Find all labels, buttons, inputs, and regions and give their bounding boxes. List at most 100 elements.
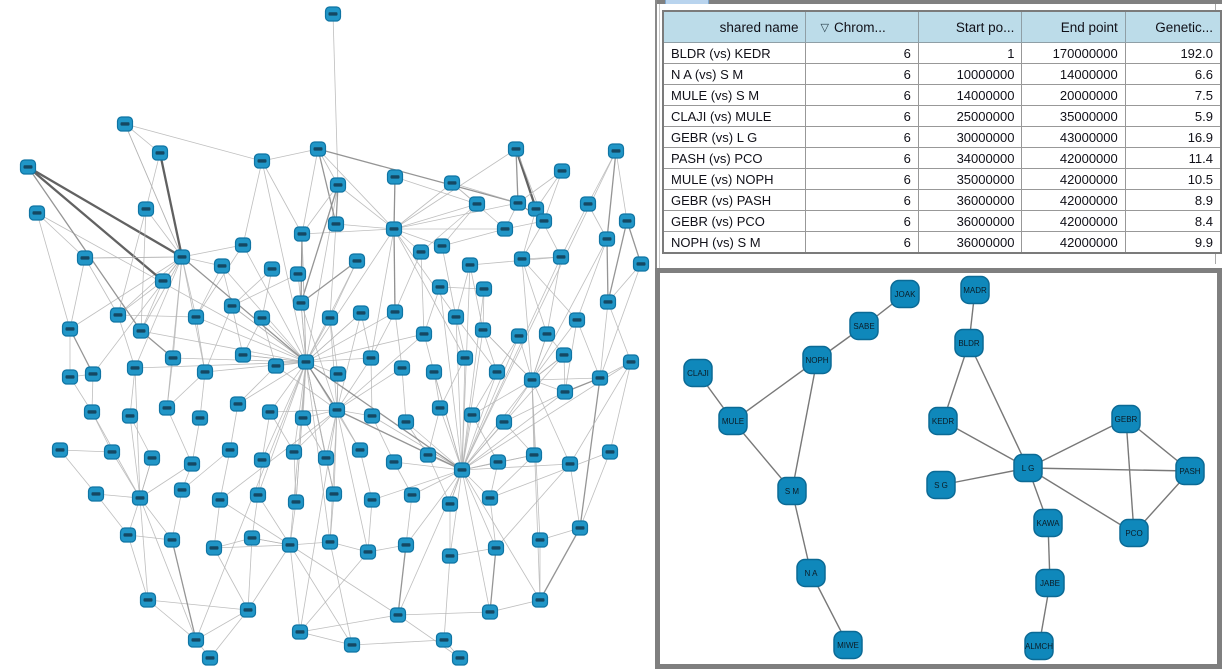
network-edge[interactable]	[1027, 467, 1135, 534]
table-cell[interactable]: 36000000	[917, 189, 1023, 211]
table-cell[interactable]: GEBR (vs) L G	[662, 126, 807, 148]
network-node-almch[interactable]: ALMCH	[1024, 631, 1054, 661]
table-row[interactable]: PASH (vs) PCO 6 34000000 42000000 11.4	[662, 147, 1222, 169]
table-cell[interactable]: 6	[805, 168, 919, 190]
table-row[interactable]: NOPH (vs) S M 6 36000000 42000000 9.9	[662, 231, 1222, 254]
table-cell[interactable]: 9.9	[1124, 231, 1222, 254]
table-cell[interactable]: PASH (vs) PCO	[662, 147, 807, 169]
column-header-chrom---[interactable]: ▽ Chrom...	[805, 10, 919, 43]
table-cell[interactable]: 192.0	[1124, 42, 1222, 64]
network-node-claji[interactable]: CLAJI	[683, 358, 713, 388]
table-cell[interactable]: 6	[805, 84, 919, 106]
column-header-start-po---[interactable]: Start po...	[917, 10, 1023, 43]
table-cell[interactable]: 42000000	[1021, 147, 1126, 169]
network-node-joak[interactable]: JOAK	[890, 279, 920, 309]
table-row[interactable]: GEBR (vs) PASH 6 36000000 42000000 8.9	[662, 189, 1222, 211]
main-network-canvas[interactable]	[0, 0, 655, 669]
network-edge	[370, 357, 373, 417]
network-node-pco[interactable]: PCO	[1119, 518, 1149, 548]
network-node-mule[interactable]: MULE	[718, 406, 748, 436]
table-cell[interactable]: 25000000	[917, 105, 1023, 127]
filtered-network-canvas[interactable]: JOAK MADR SABE BLDR NOPH CLAJI KEDR GEBR MULE L G…	[660, 273, 1217, 664]
column-header-shared-name[interactable]: shared name	[662, 10, 807, 43]
table-cell[interactable]: 1	[917, 42, 1023, 64]
table-cell[interactable]: 8.9	[1124, 189, 1222, 211]
column-header-end-point[interactable]: End point	[1021, 10, 1126, 43]
network-node-jabe[interactable]: JABE	[1035, 568, 1065, 598]
table-cell[interactable]: 6	[805, 63, 919, 85]
table-cell[interactable]: 6	[805, 231, 919, 254]
table-cell[interactable]: 35000000	[917, 168, 1023, 190]
table-cell[interactable]: 6	[805, 126, 919, 148]
table-cell[interactable]: 6	[805, 189, 919, 211]
table-row[interactable]: CLAJI (vs) MULE 6 25000000 35000000 5.9	[662, 105, 1222, 127]
table-cell[interactable]: 10.5	[1124, 168, 1222, 190]
network-node-sabe[interactable]: SABE	[849, 311, 879, 341]
table-cell[interactable]: MULE (vs) NOPH	[662, 168, 807, 190]
main-network-view[interactable]	[0, 0, 655, 669]
table-cell[interactable]: NOPH (vs) S M	[662, 231, 807, 254]
network-node-miwe[interactable]: MIWE	[833, 630, 863, 660]
network-node-kawa[interactable]: KAWA	[1033, 508, 1063, 538]
table-cell[interactable]: 42000000	[1021, 168, 1126, 190]
table-row[interactable]: GEBR (vs) L G 6 30000000 43000000 16.9	[662, 126, 1222, 148]
network-edge[interactable]	[1027, 467, 1191, 472]
table-cell[interactable]: 34000000	[917, 147, 1023, 169]
table-cell[interactable]: CLAJI (vs) MULE	[662, 105, 807, 127]
table-cell[interactable]: GEBR (vs) PCO	[662, 210, 807, 232]
table-cell[interactable]: 6	[805, 147, 919, 169]
network-edge[interactable]	[732, 359, 818, 422]
network-node-bldr[interactable]: BLDR	[954, 328, 984, 358]
table-cell[interactable]: 42000000	[1021, 189, 1126, 211]
table-row[interactable]: N A (vs) S M 6 10000000 14000000 6.6	[662, 63, 1222, 85]
table-cell[interactable]: 35000000	[1021, 105, 1126, 127]
network-node-noph[interactable]: NOPH	[802, 345, 832, 375]
network-edge[interactable]	[791, 359, 818, 492]
network-node-madr[interactable]: MADR	[960, 275, 990, 305]
network-node-l-g[interactable]: L G	[1013, 453, 1043, 483]
node-label: S G	[934, 481, 948, 490]
table-cell[interactable]: 16.9	[1124, 126, 1222, 148]
table-cell[interactable]: 20000000	[1021, 84, 1126, 106]
network-node-s-m[interactable]: S M	[777, 476, 807, 506]
network-node-n-a[interactable]: N A	[796, 558, 826, 588]
table-cell[interactable]: 6	[805, 210, 919, 232]
table-row[interactable]: GEBR (vs) PCO 6 36000000 42000000 8.4	[662, 210, 1222, 232]
table-cell[interactable]: 42000000	[1021, 210, 1126, 232]
table-cell[interactable]: 7.5	[1124, 84, 1222, 106]
network-edge[interactable]	[968, 342, 1029, 469]
network-node-gebr[interactable]: GEBR	[1111, 404, 1141, 434]
table-cell[interactable]: 30000000	[917, 126, 1023, 148]
table-cell[interactable]: 14000000	[917, 84, 1023, 106]
table-cell[interactable]: GEBR (vs) PASH	[662, 189, 807, 211]
table-cell[interactable]: BLDR (vs) KEDR	[662, 42, 807, 64]
table-cell[interactable]: 8.4	[1124, 210, 1222, 232]
table-cell[interactable]: 6.6	[1124, 63, 1222, 85]
table-cell[interactable]: 36000000	[917, 210, 1023, 232]
table-cell[interactable]: 5.9	[1124, 105, 1222, 127]
table-cell[interactable]: 170000000	[1021, 42, 1126, 64]
table-cell[interactable]: 6	[805, 42, 919, 64]
network-edge[interactable]	[1125, 418, 1135, 534]
filter-icon[interactable]: ▽	[820, 21, 829, 34]
table-cell[interactable]: MULE (vs) S M	[662, 84, 807, 106]
scrollbar-remnant[interactable]	[665, 0, 709, 4]
column-header-genetic---[interactable]: Genetic...	[1124, 10, 1222, 43]
filtered-network-panel[interactable]: JOAK MADR SABE BLDR NOPH CLAJI KEDR GEBR MULE L G…	[655, 268, 1222, 669]
table-cell[interactable]: 6	[805, 105, 919, 127]
table-row[interactable]: MULE (vs) S M 6 14000000 20000000 7.5	[662, 84, 1222, 106]
panel-divider[interactable]	[655, 0, 657, 277]
network-edge[interactable]	[1027, 418, 1127, 469]
table-cell[interactable]: 36000000	[917, 231, 1023, 254]
table-cell[interactable]: 43000000	[1021, 126, 1126, 148]
table-row[interactable]: BLDR (vs) KEDR 6 1 170000000 192.0	[662, 42, 1222, 64]
network-node-kedr[interactable]: KEDR	[928, 406, 958, 436]
network-node-s-g[interactable]: S G	[926, 470, 956, 500]
table-cell[interactable]: 42000000	[1021, 231, 1126, 254]
table-cell[interactable]: 11.4	[1124, 147, 1222, 169]
network-node-pash[interactable]: PASH	[1175, 456, 1205, 486]
table-row[interactable]: MULE (vs) NOPH 6 35000000 42000000 10.5	[662, 168, 1222, 190]
table-cell[interactable]: 14000000	[1021, 63, 1126, 85]
table-cell[interactable]: N A (vs) S M	[662, 63, 807, 85]
table-cell[interactable]: 10000000	[917, 63, 1023, 85]
